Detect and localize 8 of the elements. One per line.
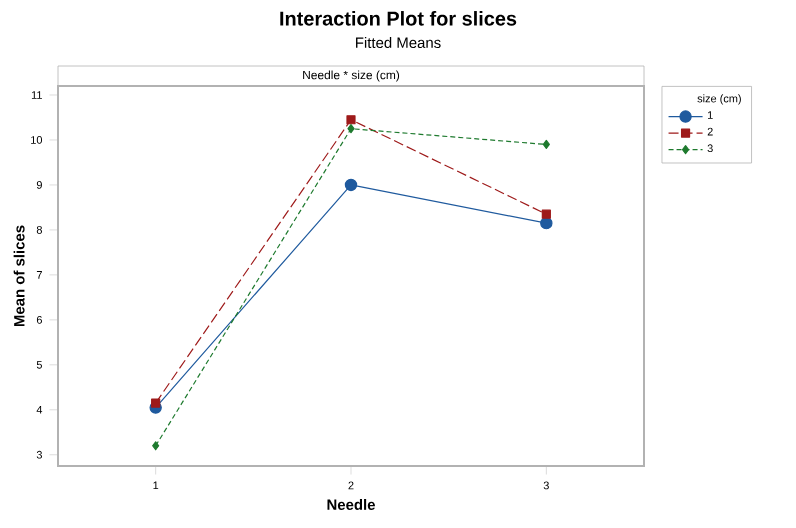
point	[542, 139, 550, 150]
point	[152, 441, 160, 451]
point	[151, 398, 161, 408]
point	[347, 124, 355, 134]
point	[344, 178, 358, 192]
point	[346, 115, 356, 125]
point	[541, 209, 551, 219]
chart-title: Interaction Plot for slices	[280, 11, 517, 26]
